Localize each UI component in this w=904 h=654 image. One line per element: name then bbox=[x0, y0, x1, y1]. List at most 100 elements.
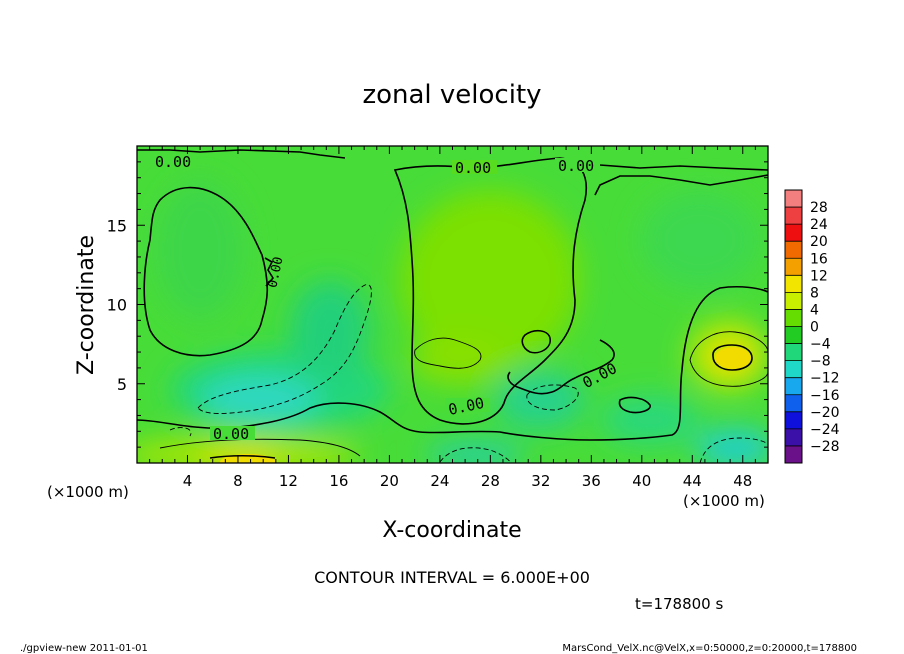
positive-contour bbox=[689, 331, 768, 361]
x-tick-label: 28 bbox=[481, 472, 500, 490]
zero-contour bbox=[137, 149, 346, 159]
contour-labels: 0.00 0.00 0.00 0.00 0.00 0.00 0.00 bbox=[152, 153, 620, 443]
colorbar-swatch bbox=[785, 411, 802, 429]
colorbar-swatch bbox=[785, 445, 802, 463]
colorbar-swatch bbox=[785, 360, 802, 378]
x-axis-ticks: 4 8 12 16 20 24 28 32 36 40 44 48 bbox=[149, 146, 756, 490]
positive-contour bbox=[414, 337, 482, 369]
colorbar-label: 16 bbox=[810, 251, 828, 267]
colorbar-swatch bbox=[785, 207, 802, 225]
y-unit-label: (×1000 m) bbox=[683, 492, 765, 510]
label-backdrop bbox=[555, 158, 600, 172]
colorbar-label: −16 bbox=[810, 388, 840, 404]
field-blob bbox=[290, 280, 370, 380]
colorbar-swatch bbox=[785, 309, 802, 327]
y-axis-label: Z-coordinate bbox=[74, 235, 99, 375]
field-blob bbox=[695, 428, 768, 463]
zero-contour bbox=[143, 186, 269, 357]
contour-label: 0.00 bbox=[213, 425, 249, 443]
positive-contours bbox=[159, 331, 768, 457]
negative-contours bbox=[169, 284, 768, 463]
field-blob bbox=[400, 190, 580, 370]
positive-contour bbox=[159, 438, 361, 457]
label-backdrop bbox=[210, 426, 255, 440]
contour-interval: CONTOUR INTERVAL = 6.000E+00 bbox=[314, 568, 590, 587]
x-unit-label: (×1000 m) bbox=[47, 483, 129, 501]
x-tick-label: 44 bbox=[683, 472, 702, 490]
footer-right: MarsCond_VelX.nc@VelX,x=0:50000,z=0:2000… bbox=[562, 643, 857, 654]
colorbar-swatch bbox=[785, 428, 802, 446]
x-axis-label: X-coordinate bbox=[382, 518, 521, 543]
colorbar-label: 28 bbox=[810, 200, 828, 216]
y-tick-label: 10 bbox=[107, 296, 127, 315]
colorbar-label: 8 bbox=[810, 285, 819, 301]
field-blob bbox=[155, 180, 245, 320]
colorbar-swatch bbox=[785, 326, 802, 344]
positive-contour bbox=[689, 359, 768, 387]
field-blob bbox=[640, 190, 760, 290]
zero-contour bbox=[594, 174, 768, 196]
colorbar-label: −24 bbox=[810, 422, 840, 438]
x-tick-label: 40 bbox=[632, 472, 651, 490]
footer-left: ./gpview-new 2011-01-01 bbox=[20, 643, 148, 654]
plot-area: 0.00 0.00 0.00 0.00 0.00 0.00 0.00 bbox=[137, 146, 768, 463]
colorbar-label: 0 bbox=[810, 320, 819, 336]
zero-contour bbox=[712, 344, 753, 371]
zero-contours bbox=[137, 149, 768, 459]
colorbar-swatch bbox=[785, 241, 802, 259]
colorbar-label: 20 bbox=[810, 234, 828, 250]
negative-contour bbox=[699, 437, 768, 463]
negative-contour bbox=[439, 447, 513, 463]
field-blob bbox=[410, 335, 510, 385]
colorbar-swatch bbox=[785, 275, 802, 293]
colorbar-label: 4 bbox=[810, 302, 819, 318]
colorbar-swatch bbox=[785, 224, 802, 242]
zero-contour bbox=[521, 329, 551, 354]
zero-contour bbox=[393, 157, 587, 425]
x-tick-label: 48 bbox=[733, 472, 752, 490]
x-tick-label: 32 bbox=[531, 472, 550, 490]
time-stamp: t=178800 s bbox=[635, 595, 723, 613]
contour-label: 0.00 bbox=[455, 159, 491, 177]
y-axis-ticks: 5 10 15 bbox=[107, 161, 768, 448]
y-tick-label: 15 bbox=[107, 216, 127, 235]
negative-contour bbox=[169, 427, 192, 437]
x-tick-label: 20 bbox=[380, 472, 399, 490]
colorbar-label: −28 bbox=[810, 439, 840, 455]
label-backdrop bbox=[445, 398, 490, 412]
colorbar-label: −8 bbox=[810, 354, 831, 370]
zero-contour bbox=[264, 257, 274, 287]
colorbar-label: 24 bbox=[810, 217, 828, 233]
x-tick-label: 4 bbox=[183, 472, 193, 490]
field-blob bbox=[715, 347, 751, 369]
x-tick-label: 8 bbox=[233, 472, 243, 490]
x-tick-label: 24 bbox=[430, 472, 449, 490]
colorbar-swatch bbox=[785, 377, 802, 395]
contour-label: 0.00 bbox=[265, 255, 286, 289]
y-tick-label: 5 bbox=[117, 375, 127, 394]
negative-contour bbox=[526, 384, 579, 411]
negative-contour bbox=[197, 284, 372, 414]
colorbar-label: −12 bbox=[810, 371, 840, 387]
zero-contour bbox=[209, 454, 276, 459]
colorbar-swatch bbox=[785, 292, 802, 310]
colorbar-label: 12 bbox=[810, 268, 828, 284]
colorbar-swatch bbox=[785, 394, 802, 412]
label-backdrop bbox=[152, 154, 197, 168]
x-tick-label: 16 bbox=[329, 472, 348, 490]
zero-contour bbox=[618, 396, 651, 414]
label-backdrop bbox=[452, 160, 497, 174]
colorbar-label: −4 bbox=[810, 337, 831, 353]
contour-label: 0.00 bbox=[155, 153, 191, 171]
field-blob bbox=[425, 441, 525, 463]
zero-contour bbox=[507, 339, 615, 395]
colorbar-swatch bbox=[785, 190, 802, 208]
contour-label: 0.00 bbox=[558, 157, 594, 175]
zero-contour bbox=[137, 285, 768, 441]
x-tick-label: 36 bbox=[582, 472, 601, 490]
field-blob bbox=[200, 375, 320, 425]
colorbar-label: −20 bbox=[810, 405, 840, 421]
colorbar-swatch bbox=[785, 258, 802, 276]
x-tick-label: 12 bbox=[279, 472, 298, 490]
